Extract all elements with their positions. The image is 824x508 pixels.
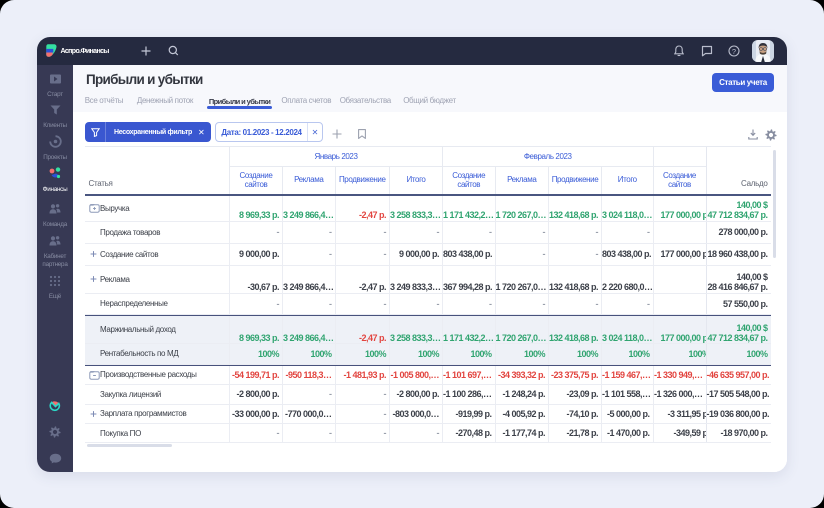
svg-text:?: ? bbox=[732, 47, 736, 56]
